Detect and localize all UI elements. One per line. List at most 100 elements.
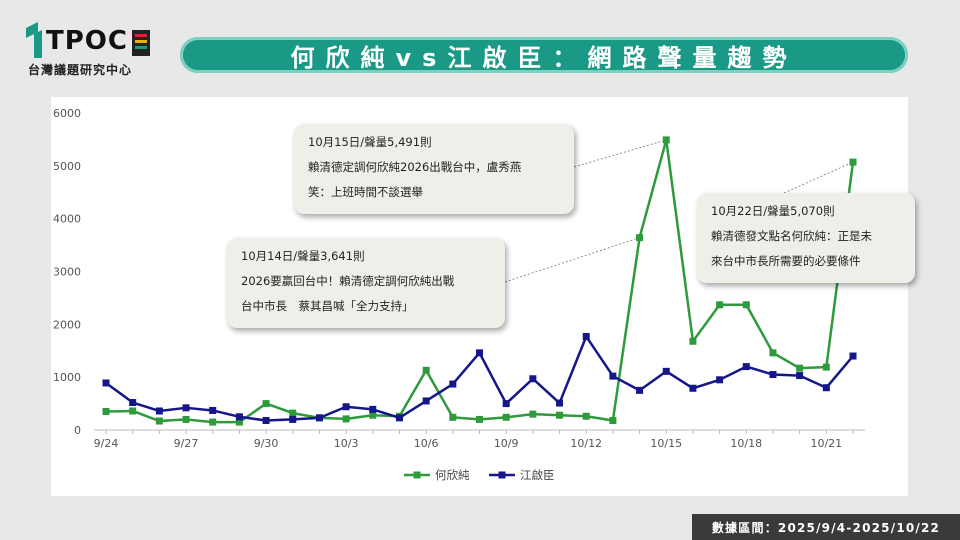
- data-point: [155, 407, 163, 415]
- data-point: [129, 399, 137, 407]
- data-point: [502, 400, 510, 408]
- data-point: [155, 417, 163, 425]
- tpoc-logo: TPOC 台灣議題研究中心: [24, 18, 174, 88]
- data-point: [796, 364, 804, 372]
- x-tick-label: 10/3: [334, 437, 359, 450]
- x-tick-label: 10/12: [570, 437, 602, 450]
- data-point: [182, 404, 190, 412]
- x-tick-label: 10/21: [810, 437, 842, 450]
- data-point: [742, 301, 750, 309]
- data-point: [476, 415, 483, 423]
- chart-panel: 0 1000 2000 3000 4000 5000 6000 9/24 9/27 9/30 10/…: [51, 97, 915, 496]
- y-tick-label: 5000: [53, 160, 81, 173]
- data-point: [369, 411, 377, 419]
- data-point: [209, 406, 217, 414]
- data-point: [556, 399, 564, 407]
- data-point: [662, 367, 670, 375]
- data-point: [342, 415, 350, 423]
- callout-oct22-line-3: 來台中市長所需要的必要條件: [711, 254, 861, 268]
- callout-oct22: 10月22日/聲量5,070則 賴清德發文點名何欣純：正是未 來台中市長所需要的…: [697, 193, 915, 283]
- data-point: [742, 363, 750, 371]
- data-point: [289, 415, 297, 423]
- line-chart: 0 1000 2000 3000 4000 5000 6000 9/24 9/27 9/30 10/…: [53, 107, 865, 482]
- series-line-chiang: [105, 335, 854, 422]
- y-tick-label: 2000: [53, 318, 81, 331]
- data-point: [529, 410, 537, 418]
- callout-oct15-line-3: 笑：上班時間不談選舉: [308, 185, 423, 199]
- callout-oct15: 10月15日/聲量5,491則 賴清德定調何欣純2026出戰台中，盧秀燕 笑：上…: [294, 124, 574, 214]
- data-point: [689, 384, 697, 392]
- data-point: [689, 337, 697, 345]
- callout-oct15-line-1: 10月15日/聲量5,491則: [308, 135, 432, 149]
- x-tick-label: 9/24: [94, 437, 119, 450]
- data-point: [822, 384, 830, 392]
- data-point: [342, 403, 350, 411]
- data-point: [849, 352, 857, 360]
- legend-label: 何欣純: [435, 468, 470, 482]
- data-point: [476, 349, 483, 357]
- data-point: [129, 407, 137, 415]
- data-point: [369, 405, 377, 413]
- data-point: [582, 332, 590, 340]
- data-point: [449, 413, 457, 421]
- callout-oct22-line-2: 賴清德發文點名何欣純：正是未: [711, 229, 872, 243]
- y-tick-label: 4000: [53, 213, 81, 226]
- annotation-leader-oct15: [573, 139, 667, 168]
- data-point: [235, 413, 243, 421]
- data-point: [209, 418, 217, 426]
- legend-label: 江啟臣: [520, 468, 555, 482]
- data-point: [262, 416, 270, 424]
- data-point: [662, 136, 670, 144]
- annotation-leader-oct22: [783, 161, 854, 194]
- x-tick-label: 9/30: [254, 437, 279, 450]
- logo-subtitle: 台灣議題研究中心: [28, 63, 133, 77]
- data-point: [395, 414, 403, 422]
- callout-oct14-line-1: 10月14日/聲量3,641則: [241, 249, 365, 263]
- data-point: [315, 414, 323, 422]
- data-point: [529, 375, 537, 383]
- x-tick-label: 10/18: [730, 437, 762, 450]
- data-point: [449, 380, 457, 388]
- legend-marker: [498, 471, 506, 479]
- data-point: [609, 372, 617, 380]
- data-point: [769, 371, 777, 379]
- y-tick-label: 6000: [53, 107, 81, 120]
- x-tick-label: 10/6: [414, 437, 439, 450]
- data-point: [502, 413, 510, 421]
- x-tick-label: 10/15: [650, 437, 682, 450]
- x-tick-label: 9/27: [174, 437, 199, 450]
- annotation-leader-oct14: [504, 237, 640, 283]
- y-tick-label: 1000: [53, 371, 81, 384]
- logo-text: TPOC: [46, 26, 128, 56]
- data-point: [822, 363, 830, 371]
- data-point: [556, 411, 564, 419]
- data-point: [182, 415, 190, 423]
- callout-oct14: 10月14日/聲量3,641則 2026要贏回台中！賴清德定調何欣純出戰 台中市…: [227, 238, 505, 328]
- data-point: [422, 366, 430, 374]
- logo-badge-icon: [132, 30, 150, 56]
- y-tick-label: 0: [74, 424, 81, 437]
- data-point: [796, 372, 804, 380]
- data-point: [235, 418, 243, 426]
- data-point: [102, 379, 110, 387]
- data-point: [289, 409, 297, 417]
- data-point: [849, 158, 857, 166]
- data-point: [716, 376, 724, 384]
- callout-oct14-line-3: 台中市長 蔡其昌喊「全力支持」: [241, 299, 414, 313]
- date-range-footer: 數據區間：2025/9/4-2025/10/22: [692, 514, 960, 540]
- page-title: 何欣純vs江啟臣：網路聲量趨勢: [290, 43, 798, 72]
- y-tick-label: 3000: [53, 266, 81, 279]
- data-point: [582, 412, 590, 420]
- callout-oct14-line-2: 2026要贏回台中！賴清德定調何欣純出戰: [241, 274, 455, 288]
- legend-marker: [413, 471, 421, 479]
- tpoc-logo-mark-icon: [26, 22, 42, 58]
- date-range-text: 數據區間：2025/9/4-2025/10/22: [711, 520, 941, 535]
- data-point: [262, 400, 270, 408]
- callout-oct22-line-1: 10月22日/聲量5,070則: [711, 204, 835, 218]
- data-point: [609, 416, 617, 424]
- data-point: [716, 301, 724, 309]
- data-point: [422, 397, 430, 405]
- data-point: [769, 349, 777, 357]
- data-point: [102, 408, 110, 416]
- data-point: [636, 386, 644, 394]
